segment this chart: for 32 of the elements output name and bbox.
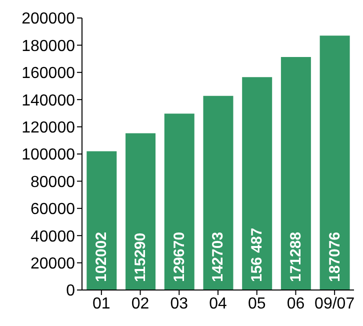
x-tick-label: 04	[209, 295, 227, 312]
y-tick-label: 140000	[22, 92, 76, 110]
bar	[242, 77, 272, 290]
data-label: 142703	[210, 232, 227, 282]
y-tick-label: 60000	[30, 201, 76, 218]
data-label: 129670	[170, 232, 188, 282]
bar	[320, 36, 350, 290]
data-label: 115290	[132, 232, 150, 282]
y-tick-label: 80000	[30, 174, 76, 191]
y-tick-label: 120000	[22, 119, 76, 136]
x-tick-label: 09/07	[314, 295, 355, 312]
bar	[86, 151, 117, 290]
data-label: 171288	[287, 232, 304, 282]
y-tick-label: 200000	[22, 10, 76, 28]
y-tick-label: 160000	[22, 65, 76, 82]
data-label: 102002	[93, 232, 110, 282]
y-tick-label: 40000	[30, 228, 76, 246]
data-label: 187076	[326, 232, 344, 282]
y-tick-label: 20000	[30, 255, 76, 272]
x-tick-label: 02	[131, 295, 150, 312]
x-tick-label: 06	[286, 295, 305, 312]
bar	[280, 57, 311, 290]
x-tick-label: 03	[170, 295, 188, 312]
y-tick-label: 0	[66, 282, 76, 300]
bar	[126, 133, 156, 290]
bar	[164, 114, 194, 290]
x-tick-label: 05	[248, 295, 266, 312]
x-tick-label: 01	[92, 295, 110, 312]
y-tick-label: 100000	[22, 146, 76, 164]
y-tick-label: 180000	[22, 38, 76, 55]
bar	[203, 96, 234, 290]
data-label: 156 487	[248, 228, 266, 282]
